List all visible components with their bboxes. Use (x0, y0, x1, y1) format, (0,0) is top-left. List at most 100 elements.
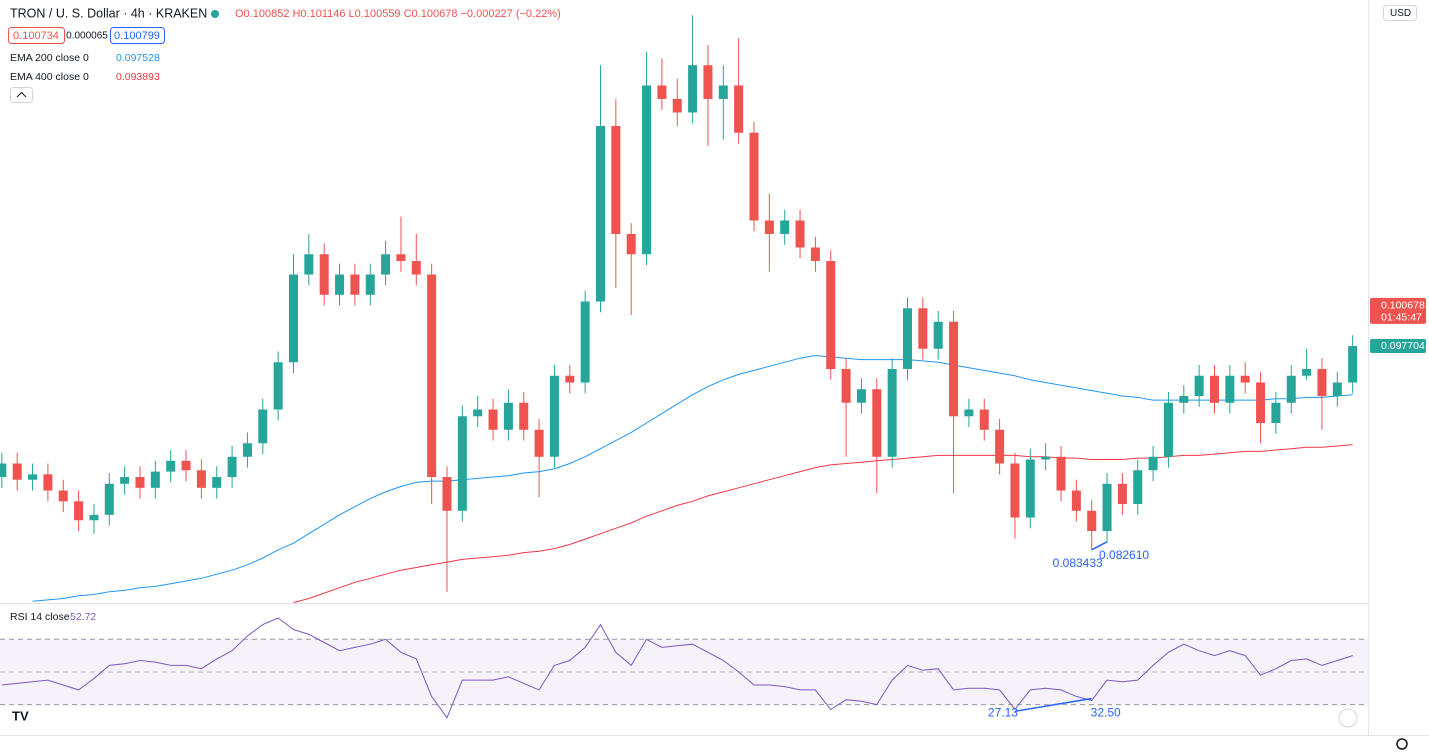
candle-body (964, 409, 974, 417)
candle-body (887, 369, 897, 457)
candle-body (442, 477, 452, 511)
market-status (211, 10, 219, 18)
candle-body (1225, 375, 1235, 403)
candle-body (1256, 382, 1266, 424)
candle-body (135, 477, 145, 488)
candle-body (227, 456, 237, 478)
candle-body (1348, 346, 1358, 383)
ema400-value: 0.093893 (116, 71, 160, 83)
candle-body (734, 85, 744, 133)
ema200-value: 0.097528 (116, 52, 160, 64)
sell-button[interactable] (8, 27, 65, 44)
price-axis (1368, 0, 1429, 755)
last-close-label: 0.097704 (1381, 340, 1425, 352)
candle-body (626, 233, 636, 255)
candle-body (534, 429, 544, 457)
annotation-label: 0.083433 (1053, 556, 1103, 570)
candle-body (826, 260, 836, 370)
candle-body (503, 402, 513, 430)
candle-body (457, 416, 467, 511)
candle-body (319, 254, 329, 295)
rsi-line (1, 617, 1353, 719)
collapse-button[interactable] (10, 87, 33, 103)
candle-body (43, 474, 53, 491)
candle-body (1302, 369, 1312, 376)
candle-body (764, 220, 774, 234)
candle-body (1056, 456, 1066, 491)
candle-body (242, 443, 252, 457)
candle-body (273, 362, 283, 410)
currency[interactable]: USD (1390, 8, 1411, 19)
candle-body (181, 460, 191, 471)
candle-body (381, 254, 391, 275)
candle-body (749, 132, 759, 221)
candle-body (427, 274, 437, 478)
candle-body (995, 429, 1005, 464)
candle-body (1087, 510, 1097, 532)
candle-body (396, 254, 406, 261)
candle-body (1240, 375, 1250, 383)
candle-body (688, 65, 698, 113)
ema200-legend: EMA 200 close 0 (10, 52, 89, 64)
scroll-button[interactable] (1338, 708, 1358, 728)
candle-body (74, 501, 84, 521)
ohlc-readout: O0.100852 H0.101146 L0.100559 C0.100678 … (235, 8, 561, 20)
candle-body (902, 308, 912, 370)
candle-body (28, 474, 38, 480)
spread: 0.000065 (66, 31, 108, 42)
candle-body (304, 254, 314, 275)
candle-body (519, 402, 529, 430)
candle-body (1025, 459, 1035, 518)
currency-button[interactable] (1383, 5, 1417, 21)
candle-body (1102, 483, 1112, 532)
settings-icon[interactable] (1396, 738, 1408, 750)
candle-body (288, 274, 298, 363)
candle-body (212, 477, 222, 488)
bid-price[interactable]: 0.100734 (13, 30, 59, 42)
rsi-annotation-label: 27.13 (988, 705, 1018, 719)
rsi-value: 52.72 (70, 611, 96, 623)
candle-body (1010, 463, 1020, 518)
candle-body (872, 389, 882, 457)
candle-body (350, 274, 360, 295)
candle-body (795, 220, 805, 248)
candle-body (1041, 456, 1051, 460)
time-axis (0, 735, 1429, 755)
candle-body (703, 65, 713, 99)
candle-body (718, 85, 728, 99)
candle-body (365, 274, 375, 295)
candle-body (595, 125, 605, 302)
candle-body (150, 471, 160, 488)
candle-body (1286, 375, 1296, 403)
ask-price[interactable]: 0.100799 (114, 30, 160, 42)
countdown-label: 01:45:47 (1381, 312, 1422, 324)
candle-body (1148, 456, 1158, 471)
candle-body (611, 125, 621, 234)
candle-body (89, 514, 99, 521)
last-price-box (1370, 297, 1426, 324)
buy-button[interactable] (110, 27, 165, 44)
candle-body (104, 483, 114, 515)
candle-body (0, 463, 7, 478)
candle-body (580, 301, 590, 383)
candle-body (1133, 470, 1143, 505)
candle-body (120, 477, 130, 484)
candle-body (1179, 396, 1189, 403)
candle-body (411, 260, 421, 275)
last-price-label: 0.100678 (1381, 300, 1425, 312)
candle-body (1332, 382, 1342, 397)
annotation-label: 0.082610 (1099, 548, 1149, 562)
last-close-box (1370, 339, 1426, 354)
candle-body (810, 247, 820, 261)
candle-body (979, 409, 989, 430)
ema-line (293, 444, 1353, 604)
rsi-divergence-line (1014, 697, 1092, 713)
candle-body (642, 85, 652, 255)
candle-body (335, 274, 345, 295)
candle-body (258, 409, 268, 444)
candle-body (166, 460, 176, 472)
candle-body (549, 375, 559, 457)
